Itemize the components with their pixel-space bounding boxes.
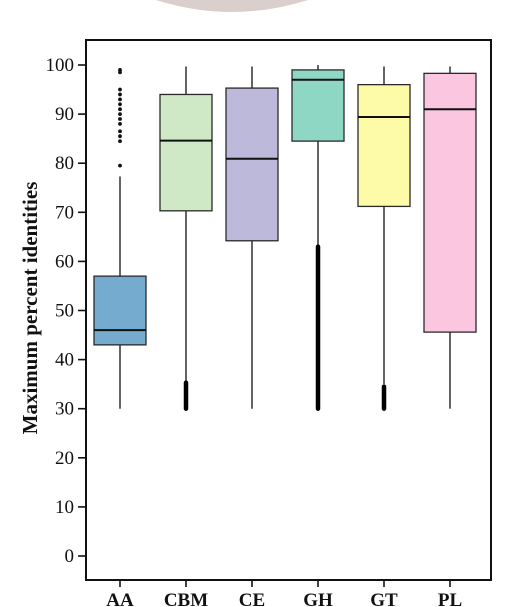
outlier-point <box>118 102 122 107</box>
iqr-box <box>93 275 147 346</box>
y-axis: 0 10 20 30 40 50 60 70 80 90 100 <box>46 55 86 567</box>
outlier-point <box>118 68 122 72</box>
x-axis: AA CBM CE GH GT PL <box>106 580 462 607</box>
box-gt <box>357 66 411 411</box>
iqr-box <box>291 69 345 142</box>
outlier-point <box>118 97 122 102</box>
iqr-box <box>423 72 477 333</box>
y-tick-label: 80 <box>55 153 74 174</box>
x-tick-label-pl: PL <box>438 590 462 607</box>
y-tick-label: 30 <box>55 399 74 420</box>
outlier-point <box>118 107 122 112</box>
x-tick-label-aa: AA <box>106 590 134 607</box>
y-tick-label: 70 <box>55 202 74 223</box>
box-cbm <box>159 66 213 411</box>
x-tick-label-gh: GH <box>303 590 333 607</box>
y-tick-label: 90 <box>55 104 74 125</box>
x-tick-label-ce: CE <box>239 590 265 607</box>
y-axis-title: Maximum percent identities <box>18 182 42 435</box>
x-tick-label-gt: GT <box>370 590 398 607</box>
box-ce <box>225 66 279 409</box>
box-aa <box>93 68 147 409</box>
outlier-point <box>118 117 122 121</box>
x-tick-label-cbm: CBM <box>164 590 208 607</box>
outlier-point <box>118 87 122 92</box>
iqr-box <box>225 87 279 242</box>
y-tick-label: 100 <box>46 55 75 76</box>
outlier-point <box>118 122 122 126</box>
y-tick-label: 0 <box>65 546 75 567</box>
outlier-point <box>118 112 122 116</box>
iqr-box <box>357 83 411 208</box>
outlier-point <box>118 92 122 97</box>
y-tick-label: 60 <box>55 251 74 272</box>
outlier-point <box>118 163 122 168</box>
box-gh <box>291 65 345 411</box>
y-tick-label: 40 <box>55 350 74 371</box>
outlier-point <box>118 139 122 144</box>
boxes-layer <box>93 65 477 411</box>
outlier-point <box>118 129 122 134</box>
y-tick-label: 20 <box>55 448 74 469</box>
y-tick-label: 10 <box>55 497 74 518</box>
box-pl <box>423 66 477 409</box>
outlier-point <box>118 134 122 139</box>
iqr-box <box>159 93 213 212</box>
decorative-arc <box>156 0 308 12</box>
y-tick-label: 50 <box>55 301 74 322</box>
